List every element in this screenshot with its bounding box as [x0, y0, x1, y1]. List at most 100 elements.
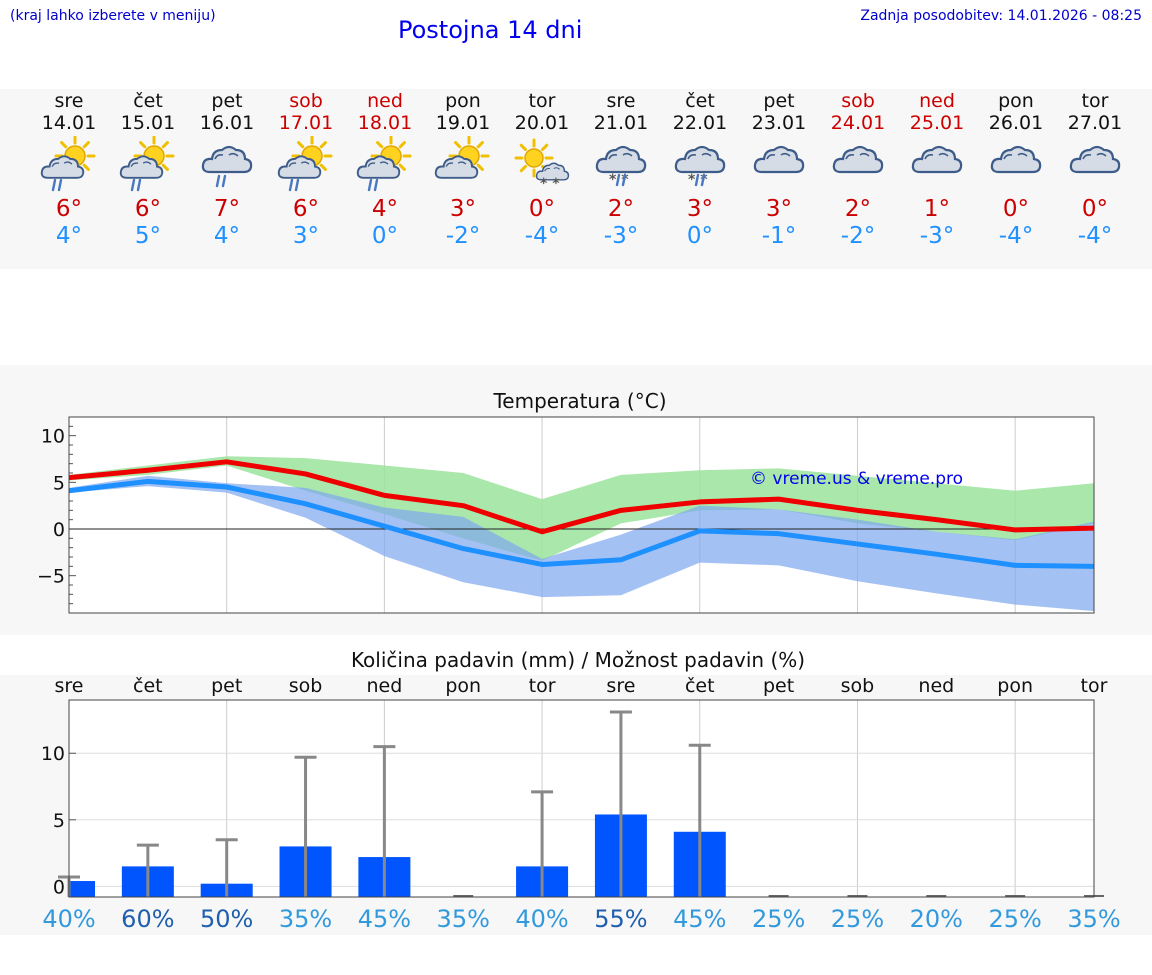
- temp-max: 3°: [686, 196, 714, 222]
- day-label: sre: [55, 675, 84, 697]
- probability-label: 60%: [121, 905, 174, 933]
- last-update: Zadnja posodobitev: 14.01.2026 - 08:25: [860, 8, 1142, 24]
- sun-disc: [524, 148, 544, 168]
- temp-min: 4°: [55, 223, 83, 249]
- day-column: ned 25.01 1° -3°: [897, 90, 977, 250]
- day-label: ned: [918, 675, 954, 697]
- cloud-outline: [40, 155, 85, 179]
- y-tick-label: 10: [41, 743, 65, 765]
- temp-min: -4°: [1077, 223, 1113, 249]
- probability-label: 25%: [752, 905, 805, 933]
- day-date: 14.01: [41, 112, 97, 134]
- sun-ray: [139, 141, 147, 149]
- sun-cloud-rain-icon: [40, 136, 96, 192]
- sun-cloud-rain-icon: [356, 136, 412, 192]
- temp-min: 0°: [371, 223, 399, 249]
- day-label: pon: [445, 675, 481, 697]
- rain-drop: [221, 174, 227, 188]
- sun-ray: [82, 141, 90, 149]
- cloud-detail: [142, 161, 152, 165]
- day-label: tor: [529, 675, 556, 697]
- rain-drop: [367, 178, 373, 192]
- cloud-detail: [63, 161, 73, 165]
- cloud-outline: [201, 145, 253, 174]
- temp-min: -2°: [840, 223, 876, 249]
- rain-drop: [51, 178, 57, 192]
- cloud-detail: [367, 162, 376, 167]
- day-date: 27.01: [1067, 112, 1123, 134]
- sun-ray: [161, 163, 169, 171]
- y-tick-label: −5: [37, 566, 65, 588]
- max-temperature-line: [68, 459, 1095, 535]
- y-tick-label: 10: [41, 426, 65, 448]
- sun-ray: [319, 141, 327, 149]
- day-label: tor: [1081, 675, 1108, 697]
- temp-min: -4°: [998, 223, 1034, 249]
- sun-ray: [519, 143, 528, 152]
- day-name: čet: [685, 90, 715, 112]
- rain-drop: [694, 173, 700, 187]
- probability-label: 25%: [988, 905, 1041, 933]
- day-date: 25.01: [909, 112, 965, 134]
- probability-label: 25%: [831, 905, 884, 933]
- temp-max: 0°: [1002, 196, 1030, 222]
- temp-max: 7°: [213, 196, 241, 222]
- temp-max: 0°: [1081, 196, 1109, 222]
- day-date: 20.01: [514, 112, 570, 134]
- cloud-detail: [938, 152, 949, 157]
- cloud-outline: [753, 145, 805, 174]
- day-name: pet: [211, 90, 243, 112]
- cloud-detail: [379, 161, 389, 165]
- cloud-shape: [911, 145, 963, 174]
- sun-ray: [161, 141, 169, 149]
- cloud-detail: [701, 152, 712, 157]
- day-name: ned: [919, 90, 955, 112]
- rain-drop: [615, 173, 621, 187]
- temp-min: 5°: [134, 223, 162, 249]
- precipitation-bar: [69, 881, 95, 897]
- rain-drop: [700, 173, 706, 187]
- cloud-detail: [228, 152, 239, 157]
- sun-cloud-rain-icon: [119, 136, 175, 192]
- cloud-detail: [924, 154, 934, 160]
- day-column: pet 16.01 7° 4°: [187, 90, 267, 250]
- probability-label: 55%: [594, 905, 647, 933]
- y-tick-label: 5: [53, 472, 65, 494]
- cloud-detail: [288, 162, 297, 167]
- cloud-outline: [356, 155, 401, 179]
- cloud-detail: [622, 152, 633, 157]
- sun-cloud-icon: [434, 136, 490, 179]
- day-date: 26.01: [988, 112, 1044, 134]
- sun-cloud-rain-icon: [356, 136, 412, 192]
- cloud-shape: [356, 155, 401, 179]
- cloud-sleet-icon: * *: [674, 145, 726, 188]
- day-column: pon 19.01 3° -2°: [423, 90, 503, 250]
- sun-cloud-snow-icon: * *: [514, 138, 570, 192]
- day-name: tor: [1081, 90, 1109, 112]
- day-name: sob: [841, 90, 875, 112]
- day-column: pet 23.01 3° -1°: [739, 90, 819, 250]
- temp-max: 6°: [134, 196, 162, 222]
- temp-max: 4°: [371, 196, 399, 222]
- cloud-shape: [832, 145, 884, 174]
- day-name: sre: [54, 90, 84, 112]
- sun-ray: [398, 141, 406, 149]
- cloud-detail: [1017, 152, 1028, 157]
- plot-area: [69, 700, 1094, 897]
- sun-ray: [540, 143, 549, 152]
- day-label: čet: [685, 675, 715, 697]
- sun-ray: [398, 163, 406, 171]
- rain-drop: [215, 174, 221, 188]
- sun-ray: [82, 163, 90, 171]
- day-date: 15.01: [120, 112, 176, 134]
- rain-drop: [288, 178, 294, 192]
- page-title: Postojna 14 dni: [398, 16, 583, 44]
- cloud-shape: [119, 155, 164, 179]
- day-name: sob: [289, 90, 323, 112]
- cloud-icon: [832, 145, 884, 174]
- temp-max: 2°: [607, 196, 635, 222]
- cloud-outline: [832, 145, 884, 174]
- day-name: pon: [445, 90, 481, 112]
